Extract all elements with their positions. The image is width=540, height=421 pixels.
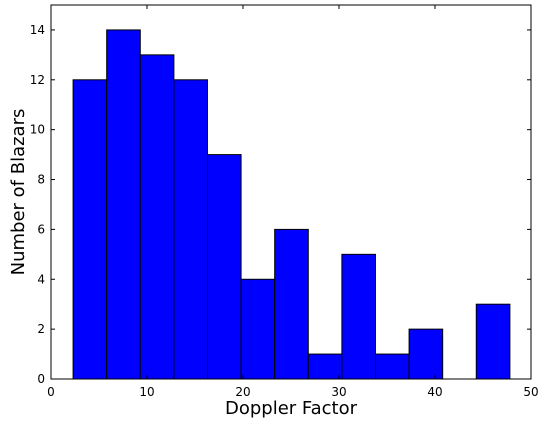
x-axis-ticks: 0 10 20 30 40 50 [47, 5, 539, 399]
bar-bin-0 [72, 79, 108, 380]
x-tick-label: 10 [139, 385, 154, 399]
bars-group [72, 29, 511, 380]
bar-bin-6 [274, 228, 309, 380]
y-tick-label: 12 [30, 73, 45, 87]
plot-frame [50, 4, 532, 380]
bar-bin-2 [139, 54, 175, 380]
bar-bin-8 [341, 253, 376, 380]
y-tick-label: 10 [30, 123, 45, 137]
bar-bin-5 [240, 278, 276, 380]
bar-bin-3 [173, 79, 208, 380]
bar-bin-7 [307, 353, 343, 380]
bar-bin-10 [408, 328, 444, 380]
x-tick-label: 40 [427, 385, 442, 399]
bar-bin-4 [206, 154, 242, 380]
y-tick-label: 14 [30, 23, 45, 37]
y-tick-label: 0 [37, 372, 45, 386]
y-tick-label: 4 [37, 272, 45, 286]
y-tick-label: 8 [37, 173, 45, 187]
y-tick-label: 6 [37, 222, 45, 236]
bar-bin-1 [106, 29, 141, 380]
x-tick-label: 30 [331, 385, 346, 399]
bar-bin-12 [475, 303, 511, 380]
y-axis-ticks: 0 2 4 6 8 10 12 14 [30, 23, 531, 386]
y-tick-label: 2 [37, 322, 45, 336]
x-axis-label: Doppler Factor [225, 398, 358, 419]
x-tick-label: 20 [235, 385, 250, 399]
bar-bin-9 [374, 353, 410, 380]
x-tick-label: 0 [47, 385, 55, 399]
x-tick-label: 50 [523, 385, 538, 399]
y-axis-label: Number of Blazars [8, 109, 29, 276]
